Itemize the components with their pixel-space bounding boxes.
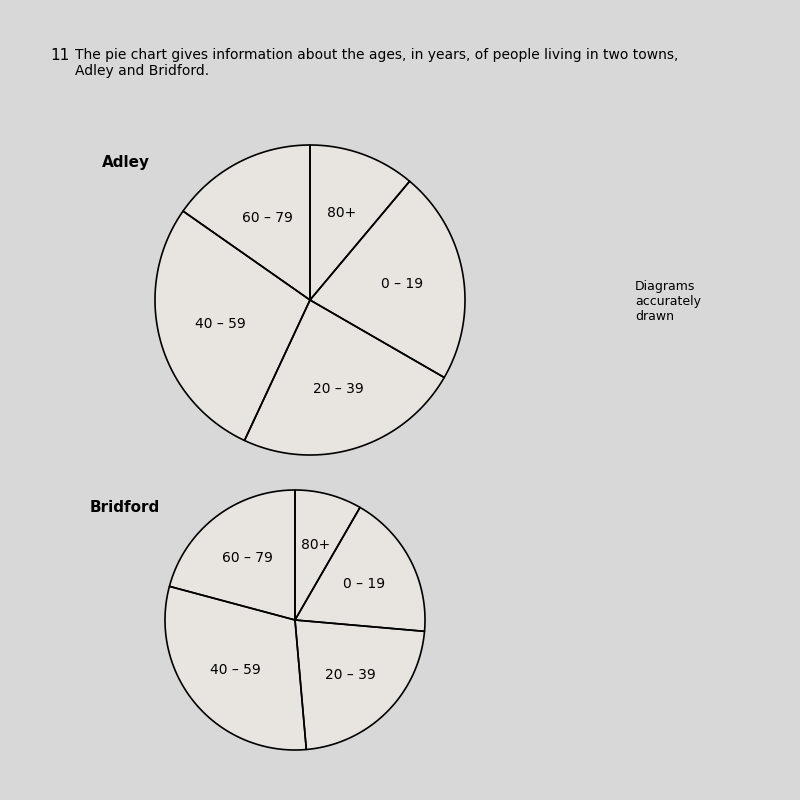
- Text: 20 – 39: 20 – 39: [325, 668, 375, 682]
- Text: 60 – 79: 60 – 79: [242, 210, 293, 225]
- Text: Bridford: Bridford: [90, 500, 160, 515]
- Text: 0 – 19: 0 – 19: [381, 277, 422, 291]
- Text: 80+: 80+: [301, 538, 330, 552]
- Polygon shape: [165, 586, 306, 750]
- Polygon shape: [183, 145, 310, 300]
- Text: 11: 11: [50, 48, 70, 63]
- Text: 20 – 39: 20 – 39: [313, 382, 363, 396]
- Polygon shape: [295, 507, 425, 631]
- Polygon shape: [295, 620, 425, 750]
- Polygon shape: [245, 300, 444, 455]
- Polygon shape: [310, 145, 410, 300]
- Polygon shape: [155, 211, 310, 441]
- Text: The pie chart gives information about the ages, in years, of people living in tw: The pie chart gives information about th…: [75, 48, 678, 78]
- Polygon shape: [295, 490, 360, 620]
- Text: 40 – 59: 40 – 59: [194, 317, 246, 331]
- Text: Diagrams
accurately
drawn: Diagrams accurately drawn: [635, 280, 701, 323]
- Text: 0 – 19: 0 – 19: [343, 577, 386, 591]
- Text: 80+: 80+: [327, 206, 357, 220]
- Polygon shape: [170, 490, 295, 620]
- Polygon shape: [310, 182, 465, 378]
- Text: Adley: Adley: [102, 155, 150, 170]
- Text: 60 – 79: 60 – 79: [222, 551, 273, 565]
- Text: 40 – 59: 40 – 59: [210, 663, 261, 677]
